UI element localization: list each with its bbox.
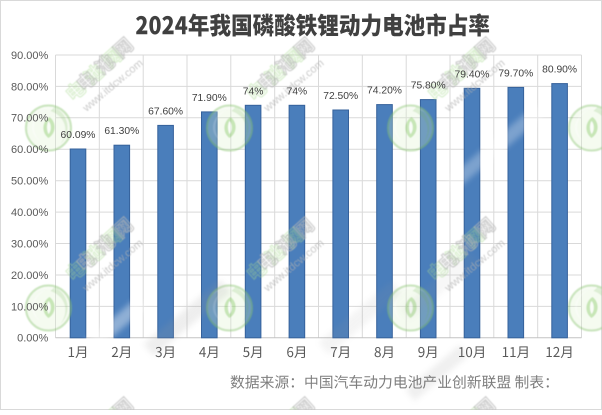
svg-text:61.30%: 61.30%	[104, 126, 139, 137]
svg-text:72.50%: 72.50%	[323, 91, 358, 102]
svg-text:67.60%: 67.60%	[148, 106, 183, 117]
svg-text:80.90%: 80.90%	[542, 65, 577, 76]
svg-text:20.00%: 20.00%	[11, 270, 49, 282]
svg-text:10.00%: 10.00%	[11, 301, 49, 313]
svg-text:75.80%: 75.80%	[411, 81, 446, 92]
svg-text:71.90%: 71.90%	[192, 93, 227, 104]
svg-text:74%: 74%	[287, 86, 308, 97]
svg-text:74%: 74%	[243, 86, 264, 97]
svg-text:50.00%: 50.00%	[11, 176, 49, 188]
svg-text:79.40%: 79.40%	[455, 69, 490, 80]
svg-text:40.00%: 40.00%	[11, 207, 49, 219]
svg-text:30.00%: 30.00%	[11, 238, 49, 250]
svg-text:60.00%: 60.00%	[11, 144, 49, 156]
svg-text:70.00%: 70.00%	[11, 113, 49, 125]
svg-text:90.00%: 90.00%	[11, 50, 49, 62]
svg-text:79.70%: 79.70%	[498, 68, 533, 79]
svg-text:80.00%: 80.00%	[11, 81, 49, 93]
svg-text:0.00%: 0.00%	[17, 333, 48, 345]
svg-text:60.09%: 60.09%	[61, 130, 96, 141]
svg-text:74.20%: 74.20%	[367, 86, 402, 97]
